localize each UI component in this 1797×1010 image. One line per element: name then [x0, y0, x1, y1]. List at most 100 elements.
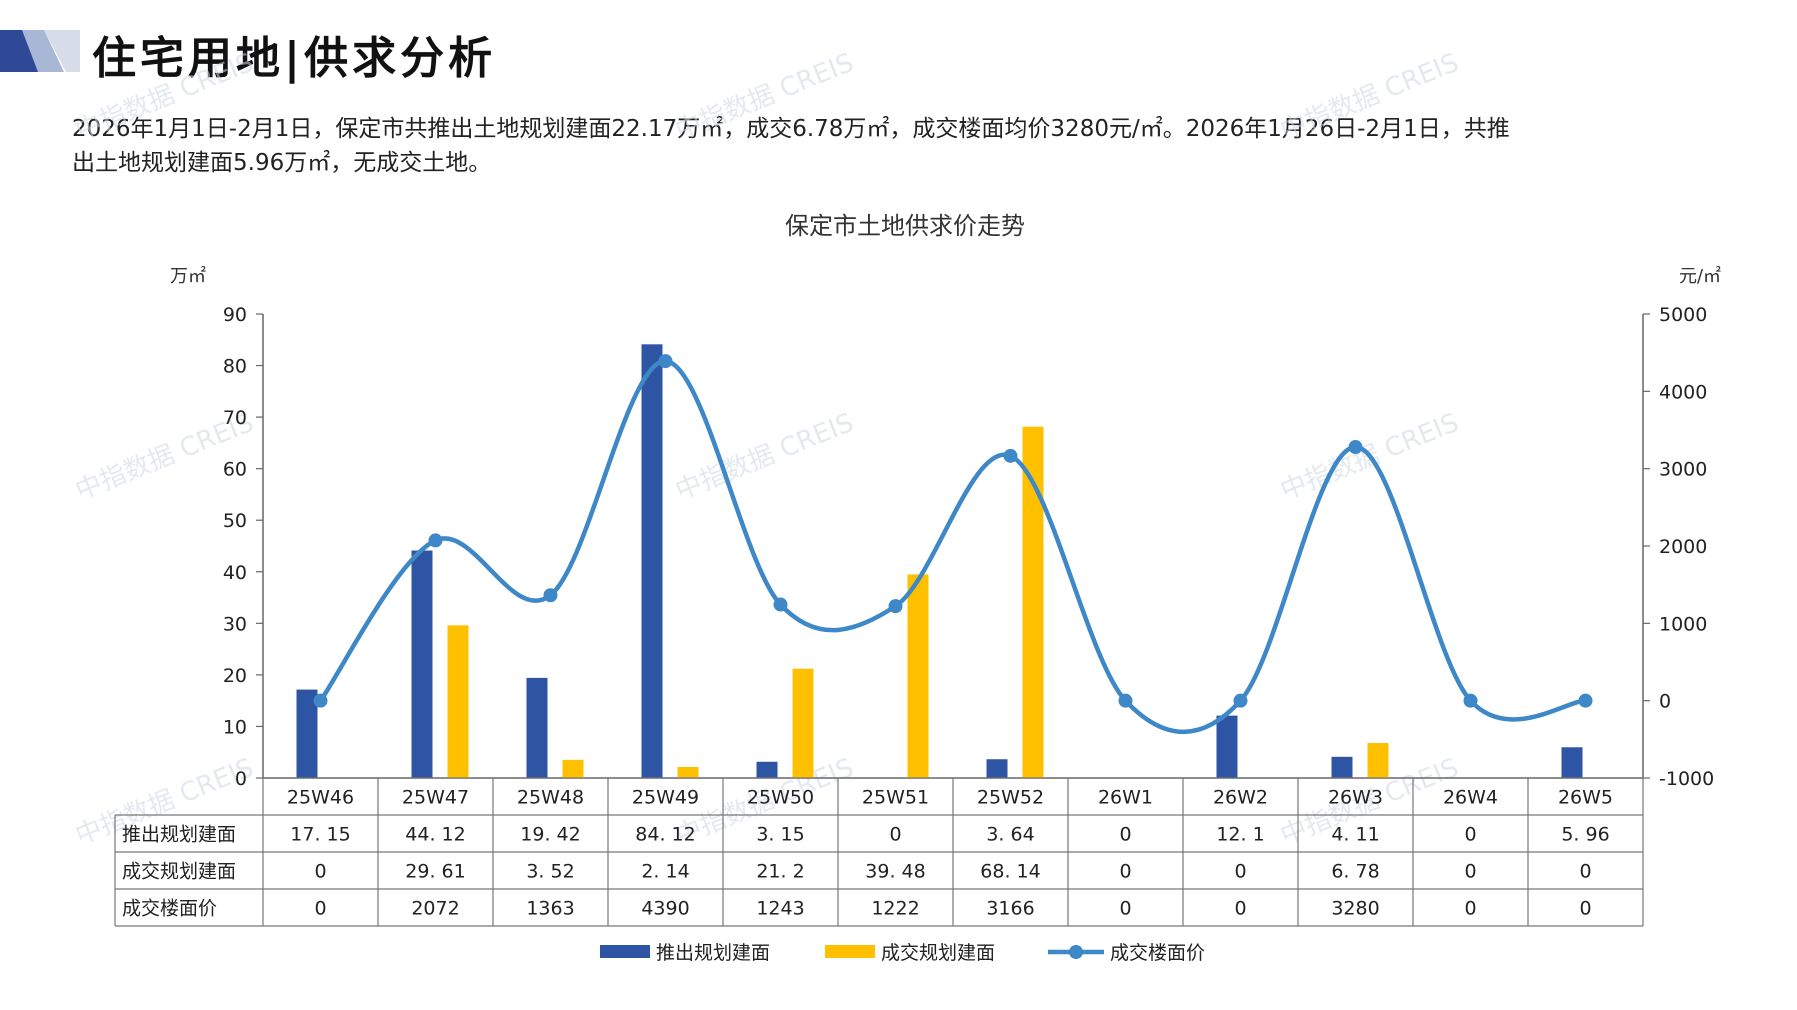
watermark-text: 中指数据 CREIS [1276, 48, 1463, 147]
legend-label-supply: 推出规划建面 [656, 942, 770, 964]
summary-line-1: 2026年1月1日-2月1日，保定市共推出土地规划建面22.17万㎡，成交6.7… [72, 116, 1510, 142]
table-cell: 4390 [641, 898, 689, 920]
price-point [888, 599, 903, 614]
y-tick-left-label: 30 [223, 613, 247, 635]
y-tick-left-label: 10 [223, 716, 247, 738]
y-tick-right-label: 4000 [1659, 381, 1707, 403]
x-tick-label: 25W46 [287, 787, 354, 809]
price-point [658, 354, 673, 369]
summary-line-2: 出土地规划建面5.96万㎡，无成交土地。 [72, 150, 492, 176]
watermark-text: 中指数据 CREIS [671, 408, 858, 507]
x-tick-label: 25W47 [402, 787, 469, 809]
table-cell: 1222 [871, 898, 919, 920]
y-tick-right-label: 1000 [1659, 613, 1707, 635]
price-point [1003, 448, 1018, 463]
table-cell: 2. 14 [641, 861, 689, 883]
x-tick-label: 25W48 [517, 787, 584, 809]
x-tick-label: 26W2 [1213, 787, 1268, 809]
table-cell: 21. 2 [756, 861, 804, 883]
table-cell: 2072 [411, 898, 459, 920]
chart-title: 保定市土地供求价走势 [785, 212, 1025, 240]
table-cell: 84. 12 [635, 824, 695, 846]
table-cell: 0 [1464, 824, 1476, 846]
bar-supply [1331, 756, 1353, 778]
y-axis-unit-left: 万㎡ [170, 265, 206, 287]
x-tick-label: 25W49 [632, 787, 699, 809]
table-cell: 17. 15 [290, 824, 350, 846]
bar-deal [447, 625, 469, 778]
price-line-path [318, 358, 1586, 734]
table-cell: 4. 11 [1331, 824, 1379, 846]
price-point [1348, 440, 1363, 455]
price-point [428, 533, 443, 548]
y-tick-right-label: 2000 [1659, 536, 1707, 558]
price-point [1578, 693, 1593, 708]
table-cell: 68. 14 [980, 861, 1040, 883]
bar-supply [641, 344, 663, 778]
table-cell: 0 [1579, 861, 1591, 883]
table-cell: 3. 52 [526, 861, 574, 883]
page-title: 住宅用地|供求分析 [92, 33, 497, 84]
y-tick-right-label: 3000 [1659, 459, 1707, 481]
x-tick-label: 25W52 [977, 787, 1044, 809]
legend-swatch-price-point [1069, 945, 1083, 959]
bar-supply [526, 677, 548, 778]
table-cell: 1363 [526, 898, 574, 920]
watermark-text: 中指数据 CREIS [671, 48, 858, 147]
table-cell: 1243 [756, 898, 804, 920]
watermarks: 中指数据 CREIS 中指数据 CREIS 中指数据 CREIS 中指数据 CREIS… [71, 48, 1463, 852]
table-cell: 5. 96 [1561, 824, 1609, 846]
price-line [313, 354, 1593, 734]
y-tick-left-label: 50 [223, 510, 247, 532]
table-cell: 44. 12 [405, 824, 465, 846]
x-tick-label: 26W4 [1443, 787, 1498, 809]
bar-deal [1367, 743, 1389, 778]
table-cell: 19. 42 [520, 824, 580, 846]
y-tick-left-label: 40 [223, 562, 247, 584]
legend-label-deal: 成交规划建面 [881, 942, 995, 964]
table-cell: 0 [1234, 861, 1246, 883]
y-axis-unit-right: 元/㎡ [1679, 265, 1721, 287]
y-tick-left-label: 0 [235, 768, 247, 790]
y-tick-left-label: 70 [223, 407, 247, 429]
legend-swatch-supply [600, 945, 650, 958]
x-tick-label: 26W1 [1098, 787, 1153, 809]
table-cell: 0 [314, 898, 326, 920]
x-tick-label: 25W51 [862, 787, 929, 809]
bar-supply [986, 759, 1008, 778]
price-point [1118, 693, 1133, 708]
legend-swatch-deal [825, 945, 875, 958]
table-cell: 0 [314, 861, 326, 883]
x-tick-label: 26W5 [1558, 787, 1613, 809]
table-cell: 0 [1579, 898, 1591, 920]
table-cell: 0 [1119, 824, 1131, 846]
table-row-label: 推出规划建面 [122, 824, 236, 846]
legend: 推出规划建面 成交规划建面 成交楼面价 [600, 942, 1205, 964]
table-cell: 6. 78 [1331, 861, 1379, 883]
legend-label-price: 成交楼面价 [1110, 942, 1205, 964]
table-row-label: 成交规划建面 [122, 861, 236, 883]
table-cell: 0 [1119, 898, 1131, 920]
price-point [313, 693, 328, 708]
bar-deal [562, 759, 584, 778]
table-cell: 29. 61 [405, 861, 465, 883]
table-row-label: 成交楼面价 [122, 898, 217, 920]
table-cell: 0 [1234, 898, 1246, 920]
y-tick-left-label: 90 [223, 304, 247, 326]
y-tick-right-label: 5000 [1659, 304, 1707, 326]
price-point [1233, 693, 1248, 708]
y-tick-left-label: 60 [223, 459, 247, 481]
logo-mid-block [22, 30, 64, 72]
table-cell: 0 [1464, 898, 1476, 920]
table-cell: 0 [1119, 861, 1131, 883]
bar-deal [1022, 426, 1044, 778]
y-tick-right-label: -1000 [1659, 768, 1714, 790]
table-cell: 3280 [1331, 898, 1379, 920]
table-cell: 39. 48 [865, 861, 925, 883]
header-logo [0, 30, 80, 72]
table-cell: 3. 64 [986, 824, 1034, 846]
x-tick-label: 26W3 [1328, 787, 1383, 809]
x-tick-label: 25W50 [747, 787, 814, 809]
y-tick-left-label: 20 [223, 665, 247, 687]
